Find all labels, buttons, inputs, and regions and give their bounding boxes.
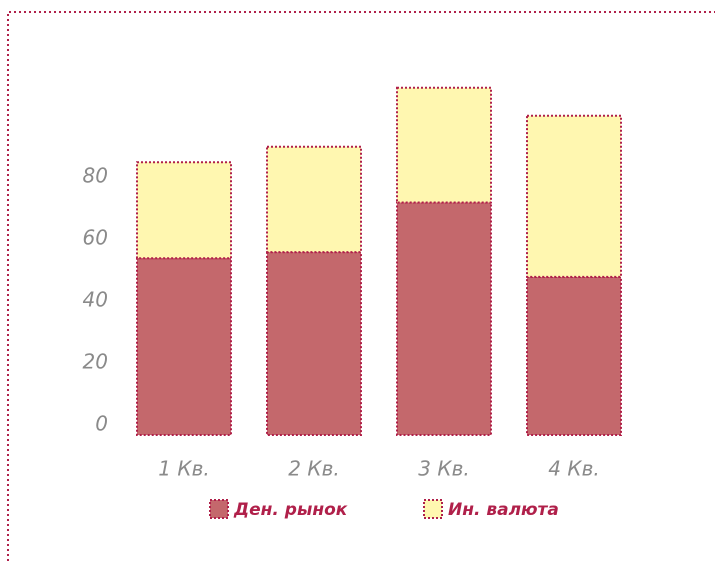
bar-segment [136,161,232,260]
legend-label: Ин. валюта [448,500,559,520]
legend-swatch [209,499,229,519]
x-tick-label: 1 Кв. [158,457,209,481]
y-tick-label: 0 [95,412,108,436]
x-tick-label: 2 Кв. [288,457,339,481]
bar-segment [266,145,362,254]
bar-segment [526,114,622,278]
y-tick-label: 60 [83,226,108,250]
x-tick-label: 3 Кв. [418,457,469,481]
legend-label: Ден. рынок [233,500,348,520]
legend-swatch [423,499,443,519]
frame [7,11,715,561]
x-tick-label: 4 Кв. [548,457,599,481]
y-tick-label: 20 [83,350,108,374]
bar-segment [396,201,492,436]
bar-segment [266,251,362,436]
bar-segment [526,275,622,436]
bar-segment [396,86,492,204]
y-tick-label: 80 [83,164,108,188]
y-tick-label: 40 [83,288,108,312]
bar-segment [136,257,232,436]
